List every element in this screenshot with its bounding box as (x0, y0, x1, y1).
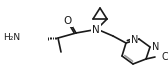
Text: O: O (64, 16, 72, 26)
Text: N: N (152, 42, 159, 52)
Text: N: N (131, 35, 138, 45)
Text: H₂N: H₂N (3, 34, 20, 43)
Text: N: N (92, 25, 100, 35)
Text: Cl: Cl (161, 52, 168, 62)
